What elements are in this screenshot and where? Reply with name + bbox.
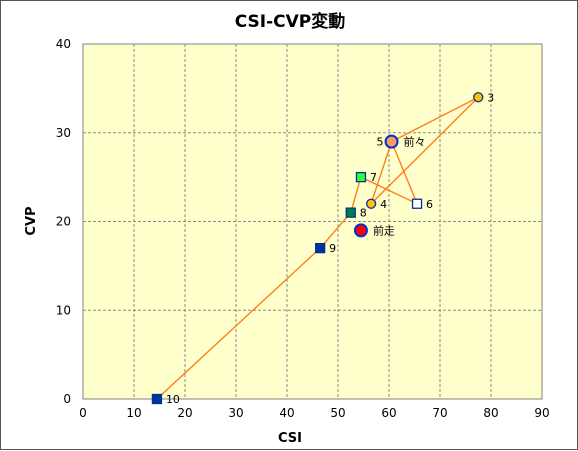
- x-tick-label: 40: [279, 406, 294, 420]
- y-tick-label: 40: [56, 37, 71, 51]
- point-label: 前々: [404, 135, 426, 149]
- point-label: 10: [166, 393, 180, 406]
- y-tick-label: 20: [56, 215, 71, 229]
- y-tick-label: 10: [56, 303, 71, 317]
- point-label: 5: [377, 136, 384, 149]
- point-label: 前走: [373, 223, 395, 237]
- y-tick-label: 0: [63, 392, 71, 406]
- x-tick-label: 60: [381, 406, 396, 420]
- point-marker: [151, 393, 163, 405]
- x-tick-label: 80: [483, 406, 498, 420]
- point-marker: [345, 207, 356, 218]
- point-marker: [353, 223, 368, 238]
- point-label: 6: [426, 198, 433, 211]
- point-marker: [365, 198, 377, 209]
- point-marker: [473, 92, 484, 103]
- point-marker: [411, 198, 423, 209]
- point-label: 9: [329, 242, 336, 255]
- point-label: 4: [380, 198, 387, 211]
- x-tick-label: 30: [228, 406, 243, 420]
- x-tick-label: 90: [534, 406, 549, 420]
- y-axis-label: CVP: [24, 206, 39, 235]
- point-marker: [355, 171, 367, 183]
- chart-title: CSI-CVP変動: [235, 11, 346, 32]
- point-marker: [384, 134, 399, 149]
- point-label: 3: [487, 91, 494, 104]
- y-tick-label: 30: [56, 126, 71, 140]
- x-tick-label: 20: [177, 406, 192, 420]
- point-label: 8: [360, 207, 367, 220]
- x-axis-label: CSI: [278, 431, 302, 446]
- x-tick-label: 10: [126, 406, 141, 420]
- x-tick-label: 70: [432, 406, 447, 420]
- point-marker: [314, 242, 326, 254]
- x-tick-label: 50: [330, 406, 345, 420]
- point-label: 7: [370, 171, 377, 184]
- x-tick-label: 0: [79, 406, 87, 420]
